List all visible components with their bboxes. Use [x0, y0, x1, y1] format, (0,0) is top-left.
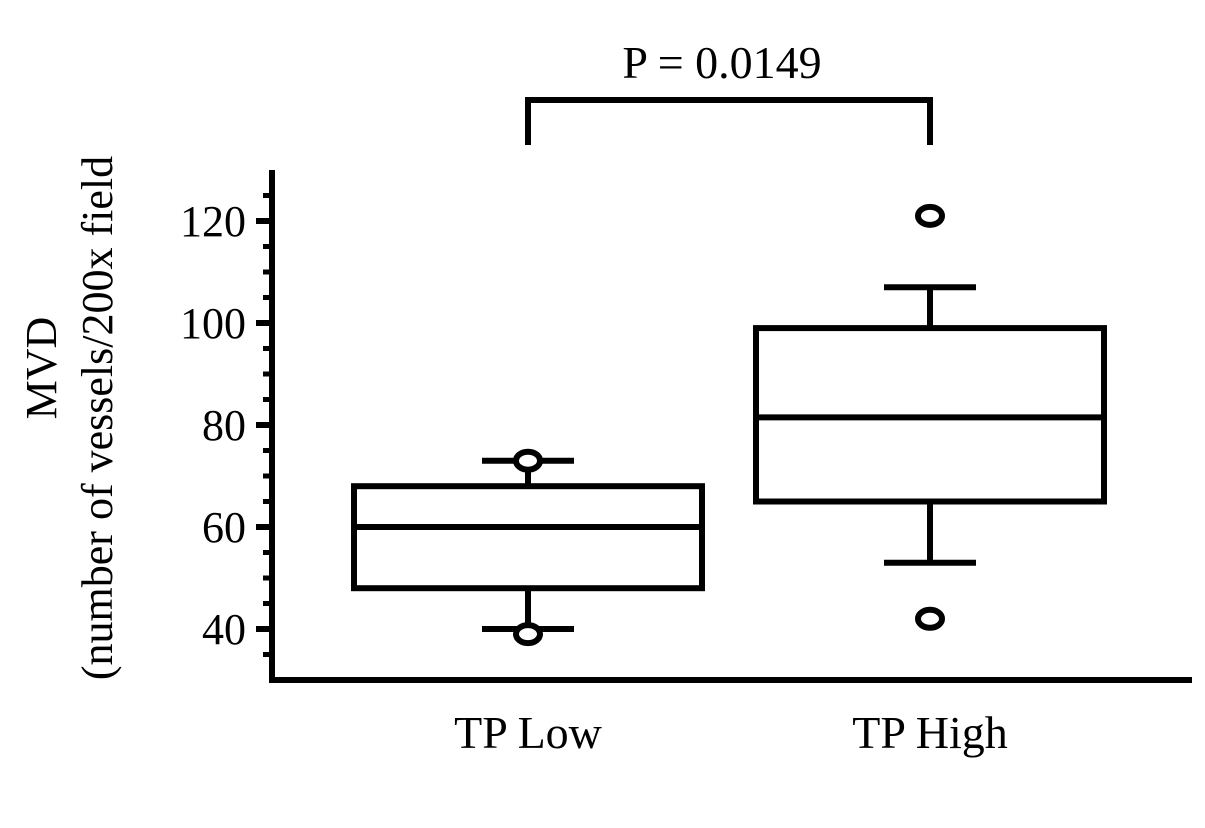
y-tick-label: 40 [202, 605, 246, 654]
box-iqr [351, 483, 705, 592]
outlier-point [513, 622, 543, 647]
x-category-label: TP Low [454, 707, 603, 758]
x-category-label: TP High [852, 707, 1007, 758]
plot-marks [351, 97, 1107, 647]
significance-bracket [525, 97, 933, 145]
outlier-point [513, 448, 543, 473]
significance-label: P = 0.0149 [622, 37, 821, 88]
y-axis-label-line2: (number of vessels/200x field [73, 156, 122, 680]
y-tick-label: 60 [202, 503, 246, 552]
y-axis-label-line1: MVD [17, 317, 66, 420]
y-tick-label: 120 [180, 197, 246, 246]
y-tick-label: 100 [180, 299, 246, 348]
y-tick-label: 80 [202, 401, 246, 450]
outlier-point [915, 203, 945, 228]
outlier-point [915, 606, 945, 631]
axes: 40 60 80 100 120 TP Low TP High [180, 170, 1192, 758]
